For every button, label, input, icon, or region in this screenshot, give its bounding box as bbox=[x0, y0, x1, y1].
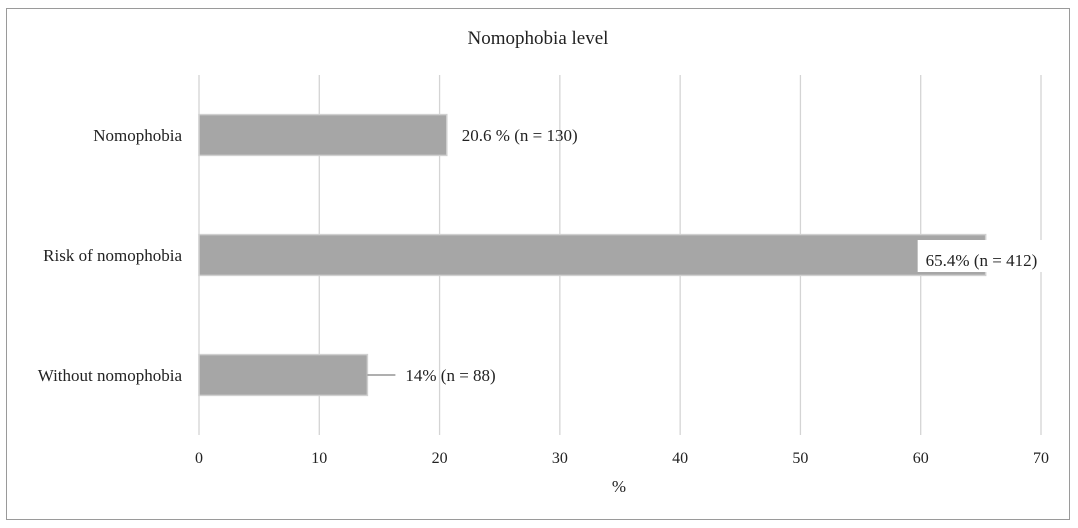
x-tick-labels: 0 10 20 30 40 50 60 70 bbox=[195, 450, 1049, 467]
bar-nomophobia bbox=[198, 113, 448, 157]
x-tick-label-40: 40 bbox=[672, 450, 688, 467]
category-label-nomophobia: Nomophobia bbox=[93, 126, 182, 145]
category-labels: Nomophobia Risk of nomophobia Without nomo… bbox=[38, 126, 183, 385]
category-label-without-nomophobia: Without nomophobia bbox=[38, 366, 183, 385]
data-label-without-nomophobia: 14% (n = 88) bbox=[405, 366, 495, 385]
x-tick-label-30: 30 bbox=[552, 450, 568, 467]
x-tick-label-60: 60 bbox=[913, 450, 929, 467]
bar-risk-of-nomophobia bbox=[198, 233, 987, 277]
x-axis-label: % bbox=[612, 477, 626, 496]
data-labels: 20.6 % (n = 130) 65.4% (n = 412) 14% (n = … bbox=[367, 126, 1062, 385]
bar-without-nomophobia bbox=[198, 353, 369, 397]
category-label-risk-of-nomophobia: Risk of nomophobia bbox=[43, 246, 182, 265]
x-tick-label-70: 70 bbox=[1033, 450, 1049, 467]
data-label-box-risk-of-nomophobia bbox=[917, 240, 1062, 272]
data-label-risk-of-nomophobia: 65.4% (n = 412) bbox=[926, 251, 1038, 270]
x-tick-label-0: 0 bbox=[195, 450, 203, 467]
x-tick-label-20: 20 bbox=[432, 450, 448, 467]
x-tick-label-10: 10 bbox=[311, 450, 327, 467]
bars bbox=[198, 113, 987, 397]
data-label-nomophobia: 20.6 % (n = 130) bbox=[462, 126, 578, 145]
chart-title: Nomophobia level bbox=[468, 28, 609, 49]
x-tick-label-50: 50 bbox=[792, 450, 808, 467]
